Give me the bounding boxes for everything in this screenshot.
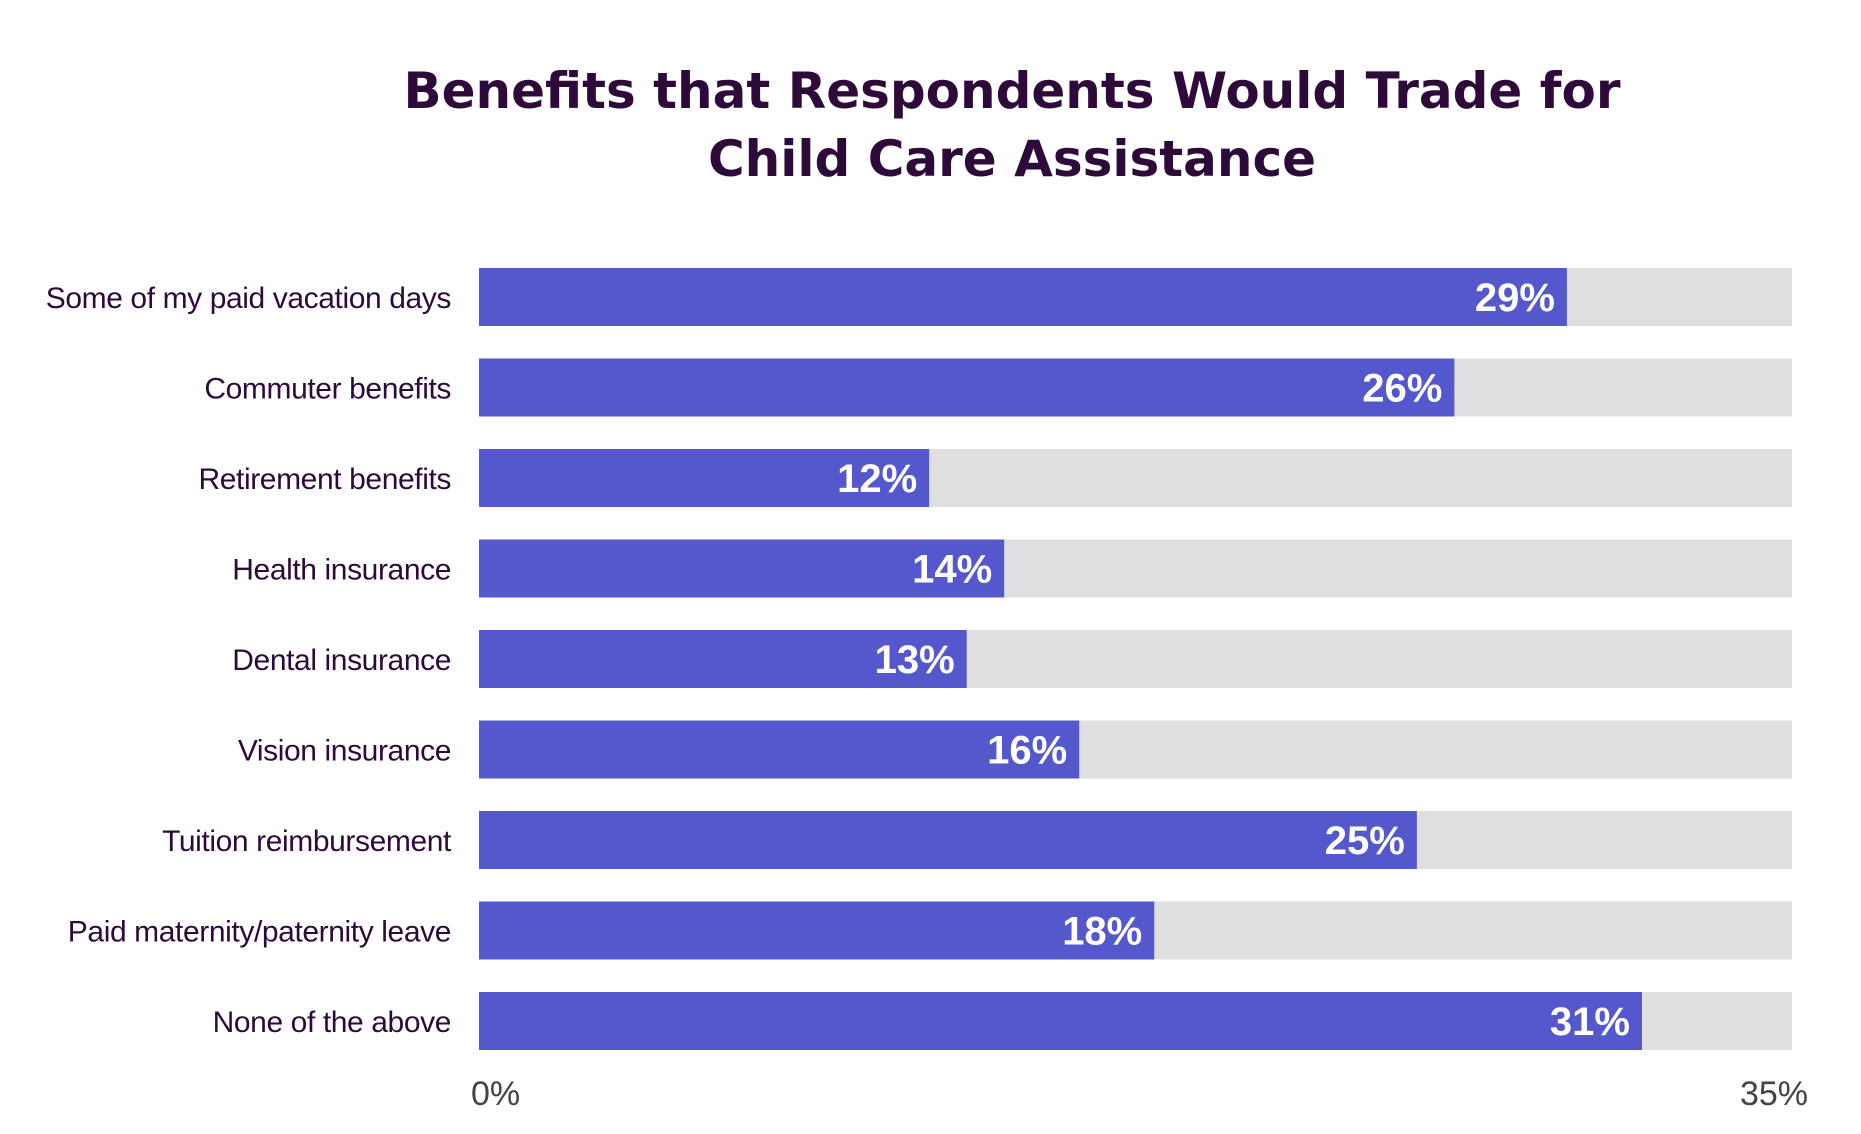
category-label: None of the above — [213, 1006, 451, 1039]
category-label: Vision insurance — [238, 735, 451, 768]
bar-row: None of the above 31% — [213, 992, 1792, 1050]
bar-row: Commuter benefits 26% — [204, 358, 1792, 417]
x-tick-label-min: 0% — [471, 1075, 520, 1113]
category-label: Commuter benefits — [204, 373, 451, 406]
bar-row: Health insurance 14% — [232, 539, 1792, 598]
data-label: 18% — [1062, 910, 1142, 954]
data-label: 31% — [1550, 1000, 1630, 1044]
bar — [479, 449, 930, 507]
bar-row: Some of my paid vacation days 29% — [46, 268, 1792, 326]
data-label: 12% — [837, 457, 917, 501]
category-label: Health insurance — [232, 554, 451, 587]
bar — [479, 268, 1567, 326]
bar — [479, 901, 1155, 960]
bar — [479, 992, 1642, 1050]
bar-row: Retirement benefits 12% — [198, 449, 1792, 507]
category-label: Retirement benefits — [198, 463, 451, 496]
chart-title: Benefits that Respondents Would Trade fo… — [403, 62, 1620, 188]
category-label: Paid maternity/paternity leave — [68, 916, 451, 949]
data-label: 25% — [1325, 819, 1405, 863]
bar-row: Tuition reimbursement 25% — [162, 811, 1792, 869]
bar-row: Dental insurance 13% — [232, 630, 1792, 688]
chart-title-line-2: Child Care Assistance — [708, 130, 1316, 188]
category-label: Dental insurance — [232, 644, 451, 677]
bar — [479, 630, 967, 688]
data-label: 14% — [912, 548, 992, 592]
x-tick-label-max: 35% — [1740, 1075, 1808, 1113]
bar-row: Vision insurance 16% — [238, 720, 1792, 779]
data-label: 29% — [1475, 276, 1555, 320]
bar — [479, 811, 1417, 869]
x-axis: 0% 35% — [471, 1075, 1808, 1113]
bar — [479, 720, 1080, 779]
data-label: 13% — [875, 638, 955, 682]
category-label: Tuition reimbursement — [162, 825, 452, 858]
data-label: 26% — [1362, 367, 1442, 411]
bar — [479, 358, 1455, 417]
chart-title-line-1: Benefits that Respondents Would Trade fo… — [403, 62, 1620, 120]
data-label: 16% — [987, 729, 1067, 773]
category-label: Some of my paid vacation days — [46, 282, 451, 315]
bars-layer: Some of my paid vacation days 29% Commuter… — [46, 268, 1792, 1050]
bar-row: Paid maternity/paternity leave 18% — [68, 901, 1792, 960]
bar — [479, 539, 1005, 598]
